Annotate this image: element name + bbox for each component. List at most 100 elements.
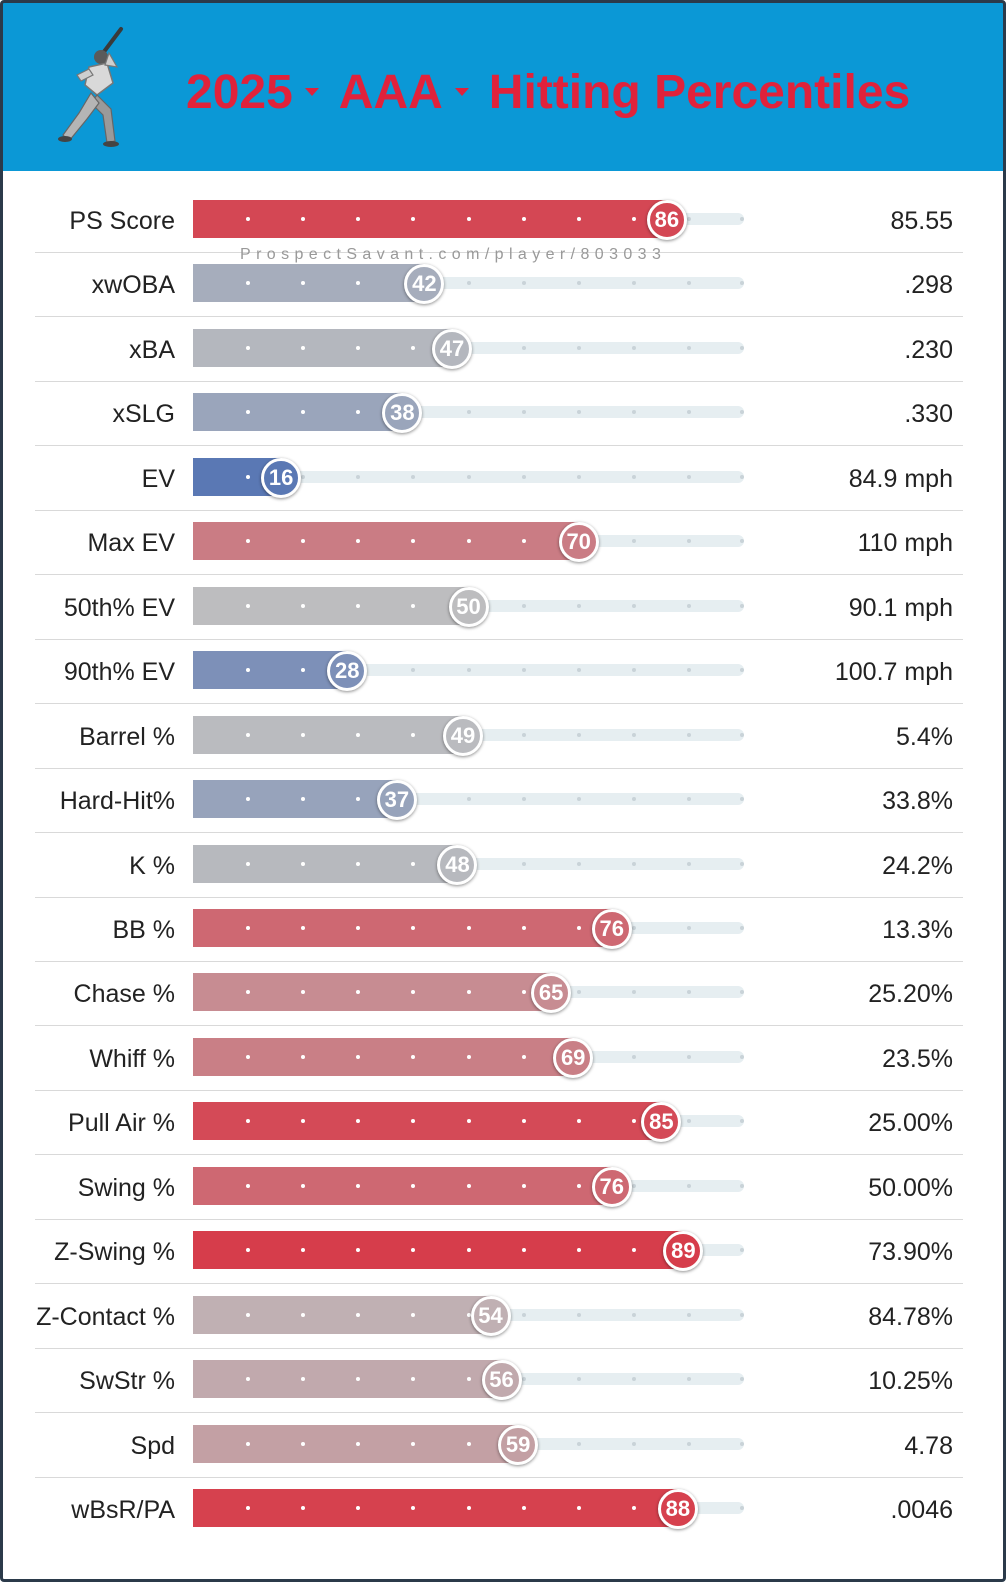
metric-label: Chase %: [73, 980, 175, 1009]
tick-dot: [740, 797, 744, 802]
row-divider: [35, 445, 963, 447]
tick-dot: [301, 1441, 306, 1446]
tick-dot: [521, 990, 526, 995]
tick-dot: [411, 539, 416, 544]
tick-dot: [740, 1377, 744, 1382]
tick-dot: [686, 1119, 691, 1124]
metric-label: Hard-Hit%: [59, 787, 175, 816]
tick-dot: [301, 861, 306, 866]
tick-dots: [193, 1054, 744, 1059]
chart-row: Max EV 70 110 mph: [35, 511, 963, 576]
tick-dots: [193, 1183, 744, 1188]
chart-row: Hard-Hit% 37 33.8%: [35, 769, 963, 834]
tick-dot: [356, 410, 361, 415]
percentile-marker: 70: [558, 522, 599, 563]
level-label: AAA: [338, 65, 443, 119]
tick-dot: [631, 217, 636, 221]
tick-dot: [576, 1119, 581, 1124]
tick-dot: [576, 1506, 581, 1510]
tick-dot: [246, 1183, 251, 1188]
tick-dot: [246, 603, 251, 608]
tick-dot: [631, 1183, 636, 1188]
tick-dot: [356, 1312, 361, 1317]
stat-value: .0046: [890, 1496, 953, 1524]
tick-dot: [301, 1312, 306, 1317]
tick-dot: [411, 990, 416, 995]
percentile-bar: [193, 1360, 502, 1399]
tick-dot: [740, 925, 744, 930]
stat-value: .230: [904, 335, 953, 364]
metric-label: Z-Contact %: [36, 1302, 175, 1331]
metric-label: xBA: [129, 335, 175, 364]
tick-dot: [740, 217, 744, 221]
tick-dot: [631, 603, 636, 608]
tick-dot: [631, 925, 636, 930]
percentile-marker: 65: [531, 973, 572, 1014]
tick-dot: [686, 539, 691, 544]
tick-dot: [576, 925, 581, 930]
percentile-bar: [193, 780, 397, 819]
tick-dot: [740, 990, 744, 995]
tick-dot: [411, 925, 416, 930]
tick-dot: [356, 1119, 361, 1124]
tick-dot: [631, 732, 636, 737]
tick-dot: [301, 1377, 306, 1382]
percentile-bar: [193, 715, 463, 754]
metric-label: Z-Swing %: [54, 1238, 175, 1267]
tick-dot: [411, 217, 416, 221]
tick-dot: [301, 603, 306, 608]
percentile-marker: 88: [657, 1489, 698, 1529]
row-divider: [35, 896, 963, 898]
tick-dot: [356, 217, 361, 221]
tick-dot: [246, 797, 251, 802]
metric-label: EV: [141, 464, 175, 493]
chart-row: xwOBA 42 .298: [35, 253, 963, 318]
tick-dot: [576, 797, 581, 802]
row-divider: [35, 767, 963, 769]
stat-value: 13.3%: [882, 915, 953, 944]
chart-row: 50th% EV 50 90.1 mph: [35, 576, 963, 640]
tick-dot: [466, 410, 471, 415]
tick-dot: [301, 1054, 306, 1059]
tick-dot: [631, 990, 636, 995]
tick-dot: [576, 861, 581, 866]
tick-dot: [686, 1441, 691, 1446]
level-caret-icon: [454, 88, 469, 96]
row-divider: [35, 509, 963, 511]
metric-label: K %: [129, 851, 175, 880]
tick-dot: [686, 281, 691, 286]
chart-row: PS Score 86 85.55: [35, 189, 963, 253]
tick-dot: [466, 990, 471, 995]
tick-dot: [246, 217, 251, 221]
tick-dot: [356, 925, 361, 930]
stat-value: 85.55: [890, 207, 953, 235]
tick-dot: [631, 539, 636, 544]
percentile-bar: [193, 651, 348, 690]
chart-row: Spd 59 4.78: [35, 1414, 963, 1478]
tick-dot: [466, 1119, 471, 1124]
tick-dot: [466, 1054, 471, 1059]
row-divider: [35, 316, 963, 318]
percentile-bar: [193, 328, 452, 367]
tick-dot: [301, 217, 306, 221]
tick-dot: [356, 539, 361, 544]
metric-label: 90th% EV: [63, 658, 175, 687]
year-dropdown[interactable]: 2025: [186, 65, 339, 120]
chart-row: wBsR/PA 88 .0046: [35, 1478, 963, 1542]
tick-dot: [631, 1312, 636, 1317]
percentile-bar: [193, 1102, 662, 1141]
tick-dot: [411, 1248, 416, 1253]
tick-dot: [466, 797, 471, 802]
chart-row: Pull Air % 85 25.00%: [35, 1091, 963, 1156]
tick-dot: [686, 1054, 691, 1059]
tick-dots: [193, 217, 744, 221]
tick-dot: [411, 1506, 416, 1510]
tick-dot: [301, 668, 306, 673]
percentile-marker: 37: [376, 780, 417, 821]
tick-dot: [521, 217, 526, 221]
tick-dot: [521, 797, 526, 802]
chart-row: Z-Contact % 54 84.78%: [35, 1285, 963, 1349]
tick-dot: [356, 1506, 361, 1510]
tick-dots: [193, 474, 744, 479]
level-dropdown[interactable]: AAA: [339, 65, 489, 120]
